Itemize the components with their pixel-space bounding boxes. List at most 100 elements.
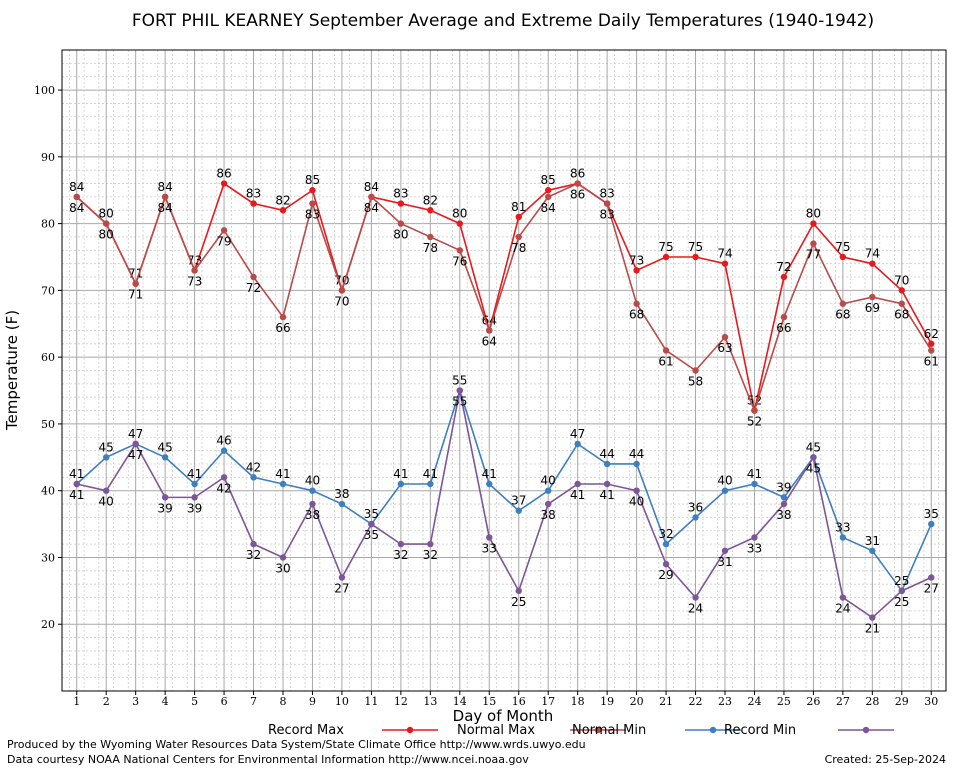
- data-label: 39: [187, 501, 202, 515]
- data-label: 84: [157, 201, 172, 215]
- data-label: 27: [924, 581, 939, 595]
- data-label: 32: [658, 527, 673, 541]
- data-label: 24: [835, 602, 850, 616]
- x-tick-label: 12: [394, 695, 408, 708]
- data-point: [721, 547, 729, 554]
- x-tick-label: 24: [747, 695, 761, 708]
- data-point: [73, 193, 80, 201]
- data-point: [721, 487, 729, 494]
- data-point: [839, 534, 847, 541]
- data-label: 76: [452, 254, 467, 268]
- data-label: 38: [541, 508, 556, 522]
- x-tick-label: 17: [541, 695, 555, 708]
- data-point: [397, 540, 405, 548]
- data-label: 44: [629, 447, 644, 461]
- y-tick-label: 100: [34, 84, 55, 97]
- data-label: 68: [894, 308, 909, 322]
- data-point: [869, 260, 876, 267]
- data-label: 85: [541, 173, 556, 187]
- data-point: [662, 560, 670, 568]
- data-label: 86: [570, 167, 585, 181]
- data-point: [928, 347, 935, 354]
- data-point: [545, 193, 552, 201]
- y-axis: 20 30 40 50 60 70 80 90 100: [34, 84, 62, 631]
- data-point: [338, 574, 346, 581]
- plot-frame: [61, 49, 947, 692]
- data-label: 55: [452, 374, 467, 388]
- data-point: [161, 454, 169, 461]
- data-label: 42: [246, 460, 261, 474]
- data-label: 83: [599, 208, 614, 222]
- series-line: [76, 182, 932, 413]
- x-tick-label: 30: [924, 695, 938, 708]
- x-tick-label: 9: [309, 695, 316, 708]
- data-point: [486, 534, 493, 541]
- data-point: [132, 280, 139, 287]
- data-point: [692, 367, 699, 374]
- data-label: 37: [511, 494, 526, 508]
- data-label: 75: [658, 240, 673, 254]
- x-tick-label: 19: [600, 695, 614, 708]
- data-point: [839, 253, 847, 261]
- series-record-max: 84 80 71 84 73 86 83 82 85 70 84 83 82 80 64 81 85 86 83 73…: [69, 167, 939, 414]
- data-point: [898, 300, 905, 307]
- data-label: 24: [688, 602, 703, 616]
- data-label: 40: [305, 474, 320, 488]
- y-tick-label: 80: [41, 218, 55, 231]
- data-label: 84: [69, 180, 84, 194]
- data-label: 80: [99, 207, 114, 221]
- data-label: 83: [246, 187, 261, 201]
- data-point: [427, 480, 434, 488]
- data-label: 74: [865, 247, 880, 261]
- data-point: [220, 447, 228, 454]
- data-point: [545, 500, 552, 508]
- data-point: [574, 440, 581, 448]
- data-label: 27: [334, 581, 349, 595]
- data-label: 41: [599, 488, 614, 502]
- data-point: [869, 293, 876, 301]
- data-point: [279, 554, 287, 561]
- data-label: 81: [511, 200, 526, 214]
- x-tick-label: 3: [132, 695, 139, 708]
- x-tick-label: 8: [280, 695, 287, 708]
- data-label: 41: [393, 467, 408, 481]
- data-label: 55: [452, 395, 467, 409]
- data-point: [427, 233, 434, 241]
- legend-swatch-marker: [862, 726, 870, 734]
- data-label: 41: [423, 467, 438, 481]
- data-point: [751, 534, 758, 541]
- footer-producer: Produced by the Wyoming Water Resources …: [7, 738, 586, 751]
- data-point: [161, 494, 169, 501]
- data-label: 21: [865, 622, 880, 636]
- data-point: [309, 487, 316, 494]
- data-label: 70: [334, 294, 349, 308]
- data-point: [574, 480, 581, 488]
- data-point: [486, 327, 493, 334]
- data-point: [486, 480, 493, 488]
- data-point: [191, 267, 198, 274]
- data-label: 84: [364, 201, 379, 215]
- data-point: [751, 480, 758, 488]
- data-label: 39: [776, 480, 791, 494]
- x-tick-label: 26: [806, 695, 820, 708]
- data-label: 41: [570, 488, 585, 502]
- data-label: 82: [275, 193, 290, 207]
- legend-item-normal-min: Normal Min: [572, 723, 741, 738]
- data-point: [250, 273, 257, 281]
- x-tick-label: 11: [364, 695, 378, 708]
- data-label: 25: [894, 574, 909, 588]
- data-point: [250, 200, 257, 207]
- data-label: 73: [629, 253, 644, 267]
- data-label: 71: [128, 288, 143, 302]
- data-point: [309, 500, 316, 508]
- data-label: 41: [69, 467, 84, 481]
- data-label: 35: [364, 507, 379, 521]
- x-tick-label: 4: [162, 695, 169, 708]
- legend: Record Max Normal Max Normal Min Record Min: [268, 723, 894, 738]
- data-label: 41: [187, 467, 202, 481]
- x-tick-label: 23: [718, 695, 732, 708]
- y-tick-label: 30: [41, 551, 55, 564]
- data-label: 64: [482, 334, 497, 348]
- legend-item-record-min: Record Min: [724, 723, 894, 738]
